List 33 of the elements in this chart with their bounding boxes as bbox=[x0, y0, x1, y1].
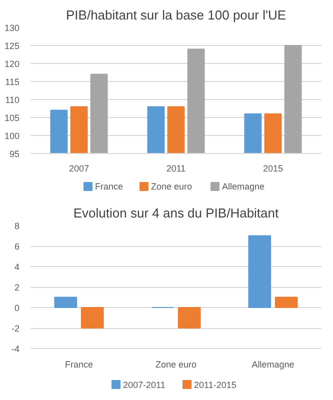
y-tick-label: 6 bbox=[14, 242, 20, 252]
legend-label: 2011-2015 bbox=[194, 380, 236, 390]
x-tick-label: Allemagne bbox=[252, 360, 294, 370]
y-tick-label: 115 bbox=[5, 77, 20, 87]
y-tick-label: 130 bbox=[4, 23, 20, 33]
legend-label: Allemagne bbox=[222, 182, 265, 192]
x-tick-label: 2011 bbox=[166, 164, 186, 174]
legend-label: France bbox=[95, 182, 124, 192]
legend-label: Zone euro bbox=[151, 182, 192, 192]
y-tick-label: -2 bbox=[12, 324, 20, 334]
legend-label: 2007-2011 bbox=[123, 380, 166, 390]
y-tick-label: 110 bbox=[5, 95, 20, 105]
y-tick-label: 2 bbox=[14, 282, 20, 292]
y-tick-label: 0 bbox=[14, 303, 20, 313]
x-tick-label: 2007 bbox=[68, 164, 90, 174]
y-tick-label: 120 bbox=[4, 59, 20, 69]
y-tick-label: 100 bbox=[4, 131, 20, 141]
bar bbox=[178, 307, 201, 328]
y-tick-label: -4 bbox=[12, 344, 20, 354]
y-tick-label: 105 bbox=[4, 113, 20, 123]
chart-title: Evolution sur 4 ans du PIB/Habitant bbox=[73, 206, 280, 220]
x-tick-label: France bbox=[64, 360, 94, 370]
bar bbox=[54, 296, 78, 308]
x-tick-label: Zone euro bbox=[155, 360, 197, 370]
y-tick-label: 95 bbox=[9, 149, 20, 159]
bar bbox=[274, 296, 298, 308]
bar bbox=[80, 307, 104, 328]
bar bbox=[248, 235, 272, 308]
y-tick-label: 8 bbox=[14, 221, 20, 231]
y-tick-label: 125 bbox=[4, 41, 20, 51]
y-tick-label: 4 bbox=[14, 262, 20, 272]
x-tick-label: 2015 bbox=[262, 164, 284, 174]
chart-title: PIB/habitant sur la base 100 pour l'UE bbox=[66, 8, 286, 22]
